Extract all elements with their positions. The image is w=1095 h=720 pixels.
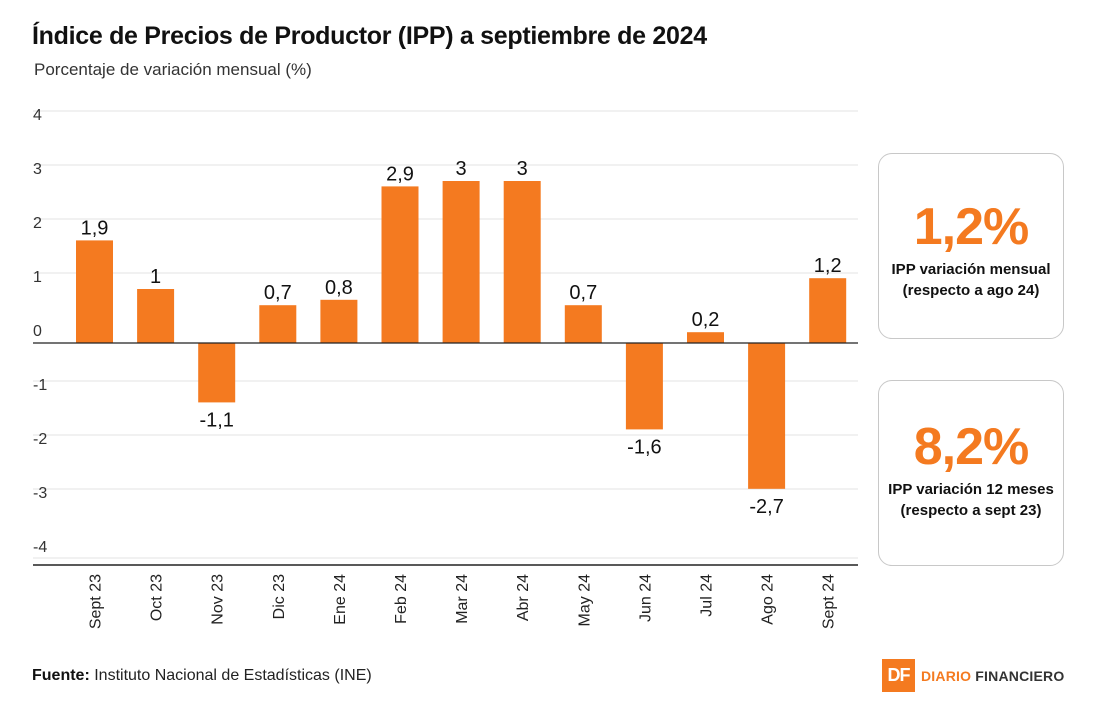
- monthly-variation-reference: (respecto a ago 24): [902, 282, 1040, 299]
- annual-variation-reference: (respecto a sept 23): [900, 502, 1042, 519]
- source-label: Fuente:: [32, 667, 90, 684]
- x-tick-label: Dic 23: [271, 574, 288, 619]
- x-tick-label: May 24: [576, 574, 593, 627]
- bar: [748, 343, 786, 489]
- annual-variation-value: 8,2%: [913, 418, 1030, 476]
- y-tick-label: 1: [33, 269, 42, 286]
- annual-variation-label: IPP variación 12 meses: [888, 481, 1054, 498]
- data-label: -1,1: [199, 409, 233, 431]
- y-tick-label: 0: [33, 323, 42, 340]
- bar: [442, 181, 480, 343]
- monthly-variation-label: IPP variación mensual: [891, 261, 1051, 278]
- monthly-variation-value: 1,2%: [913, 198, 1030, 256]
- bar: [259, 305, 297, 343]
- annual-variation-card: 8,2% IPP variación 12 meses (respecto a …: [878, 380, 1064, 566]
- bar: [381, 186, 419, 343]
- bar: [503, 181, 541, 343]
- logo-mark: DF: [882, 659, 915, 692]
- bar: [625, 343, 663, 430]
- bar: [564, 305, 602, 343]
- source-note: Fuente: Instituto Nacional de Estadístic…: [32, 667, 372, 685]
- y-tick-label: -3: [33, 485, 47, 502]
- bar: [76, 240, 113, 343]
- bar: [198, 343, 236, 403]
- y-tick-label: -4: [33, 539, 47, 556]
- bar: [320, 299, 358, 343]
- data-label: 1,2: [814, 255, 842, 277]
- bar: [687, 332, 724, 343]
- data-label: 0,7: [264, 282, 292, 304]
- data-label: 1,9: [81, 217, 109, 239]
- bar-chart: 4 3 2 1 0 -1 -2 -3 -4 1,9 Sept 23 1 Oct 23 -1,1 Nov 23…: [33, 107, 858, 629]
- chart-title: Índice de Precios de Productor (IPP) a s…: [32, 22, 707, 50]
- y-tick-label: 3: [33, 161, 42, 178]
- x-tick-label: Jun 24: [637, 574, 654, 622]
- data-label: 0,2: [692, 309, 720, 331]
- x-tick-label: Nov 23: [210, 574, 227, 625]
- x-tick-label: Sept 24: [821, 574, 838, 629]
- chart-subtitle: Porcentaje de variación mensual (%): [34, 60, 312, 79]
- y-tick-label: 4: [33, 107, 42, 124]
- logo-wordmark: DIARIO FINANCIERO: [921, 668, 1064, 684]
- data-label: 0,8: [325, 277, 353, 299]
- data-label: 1: [150, 266, 161, 288]
- source-text: Instituto Nacional de Estadísticas (INE): [94, 667, 372, 684]
- data-label: 3: [517, 158, 528, 180]
- x-tick-label: Feb 24: [393, 574, 410, 624]
- data-label: -2,7: [749, 496, 783, 518]
- monthly-variation-card: 1,2% IPP variación mensual (respecto a a…: [878, 153, 1064, 339]
- data-label: 3: [456, 158, 467, 180]
- bar: [809, 278, 847, 343]
- y-tick-label: 2: [33, 215, 42, 232]
- bar: [137, 289, 175, 343]
- x-tick-label: Mar 24: [454, 574, 471, 624]
- x-tick-label: Sept 23: [88, 574, 105, 629]
- data-label: 0,7: [569, 282, 597, 304]
- y-tick-label: -1: [33, 377, 47, 394]
- data-label: 2,9: [386, 163, 414, 185]
- logo-word-diario: DIARIO: [921, 667, 972, 684]
- x-tick-label: Oct 23: [149, 574, 166, 621]
- data-label: -1,6: [627, 436, 661, 458]
- x-tick-label: Ene 24: [332, 574, 349, 625]
- diario-financiero-logo: DF DIARIO FINANCIERO: [882, 659, 1064, 692]
- logo-word-financiero: FINANCIERO: [975, 667, 1065, 684]
- x-tick-label: Abr 24: [515, 574, 532, 621]
- x-tick-label: Ago 24: [760, 574, 777, 625]
- y-tick-label: -2: [33, 431, 47, 448]
- x-tick-label: Jul 24: [699, 574, 716, 617]
